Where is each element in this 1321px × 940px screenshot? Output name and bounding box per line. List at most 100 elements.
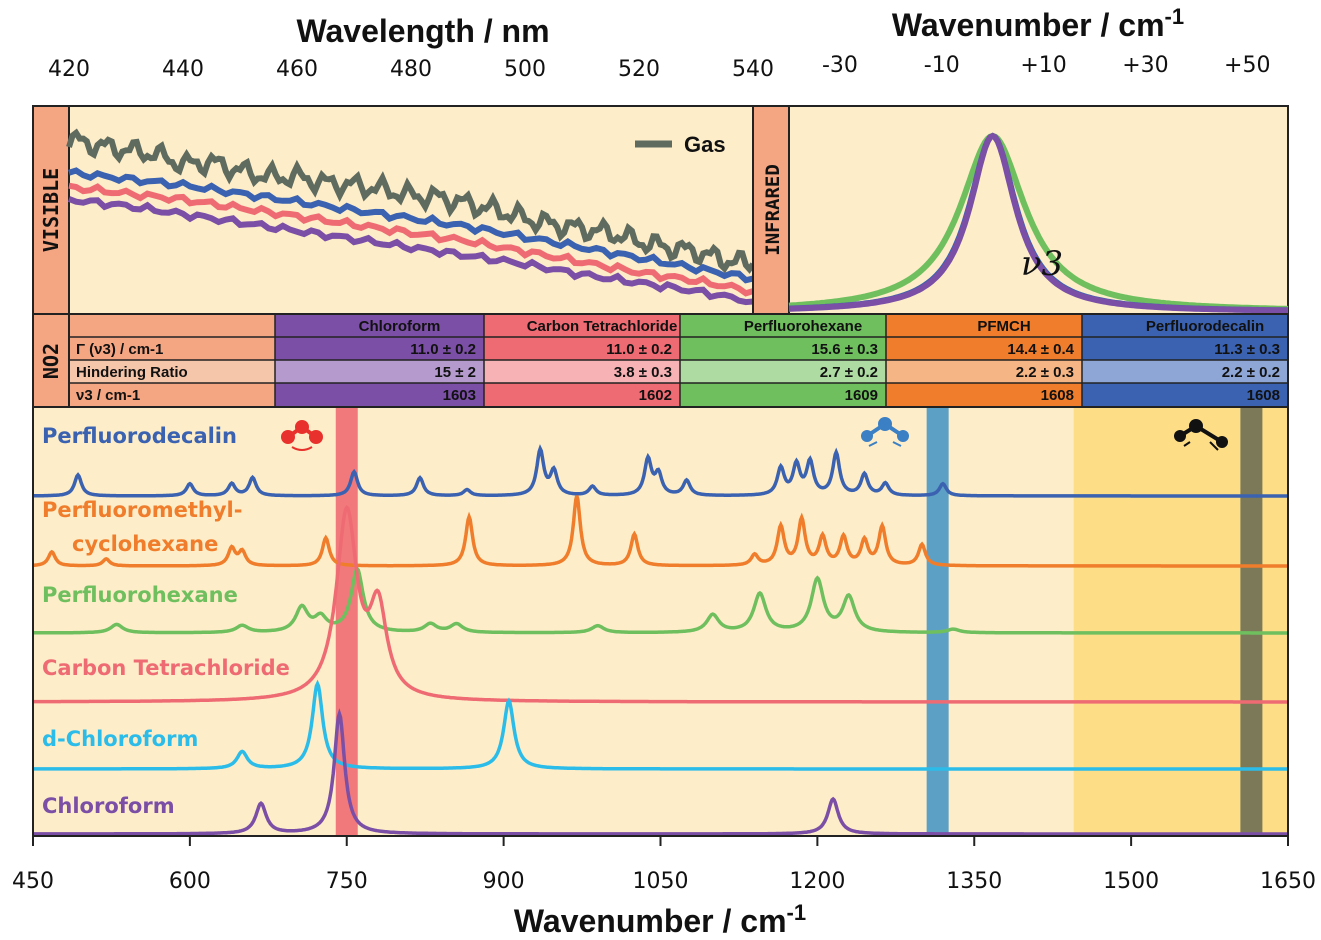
infrared-series-lines [788,132,1289,314]
table-ratio-value-2: 2.7 ± 0.2 [820,364,878,381]
visible-tick-5: 520 [618,57,660,82]
main-series-label-1: Perfluoromethyl- [42,498,242,522]
visible-series-line-2 [68,182,754,297]
main-series-label-3: Carbon Tetrachloride [42,656,290,680]
table-header-cell-2 [680,314,886,337]
table-header-cell-1 [484,314,680,337]
table-ratio-value-1: 3.8 ± 0.3 [614,364,672,381]
infrared-axis-title: Wavenumber / cm-1 [892,4,1184,43]
main-tick-8: 1650 [1260,869,1316,894]
visible-series-line-0 [66,128,756,274]
main-series-line-1 [32,495,1288,568]
table-nu3-cell-1 [484,383,680,407]
table-header-2: Perfluorohexane [744,318,862,335]
main-tick-2: 750 [326,869,368,894]
main-axis-title: Wavenumber / cm-1 [514,900,806,939]
highlight-band-1 [926,408,949,835]
main-series-label-0: Perfluorodecalin [42,424,237,448]
highlight-bands [335,408,1288,835]
bend-mode-icon [281,420,323,451]
infrared-tick-2: +10 [1020,53,1066,78]
highlight-band-3 [1240,408,1263,835]
table-label-ratio-bg [69,360,275,383]
table-gamma-value-4: 11.3 ± 0.3 [1214,341,1280,358]
table-header-cell-0 [275,314,484,337]
table-gamma-cell-1 [484,337,680,360]
main-tick-1: 600 [169,869,211,894]
table-nu3-value-1: 1602 [639,387,672,404]
table-ratio-value-3: 2.2 ± 0.3 [1016,364,1074,381]
table-ratio-value-4: 2.2 ± 0.2 [1222,364,1280,381]
table-ratio-cell-4 [1082,360,1288,383]
table-nu3-value-0: 1603 [443,387,476,404]
main-series-line-4 [33,679,1288,771]
table-gamma-cell-0 [275,337,484,360]
table-header-0: Chloroform [359,318,441,335]
visible-tick-0: 420 [48,57,90,82]
infrared-tick-4: +50 [1224,53,1270,78]
main-series-line-0 [33,444,1288,498]
infrared-tick-labels: -30 -10 +10 +30 +50 [822,53,1271,78]
table-gamma-value-2: 15.6 ± 0.3 [811,341,878,358]
infrared-tick-0: -30 [822,53,858,78]
infrared-band [752,105,790,315]
infrared-series-line-2 [789,132,1288,314]
main-tick-5: 1200 [789,869,845,894]
no2-band-label: NO2 [39,343,63,379]
asymmetric-stretch-icon [1174,419,1228,451]
visible-tick-2: 460 [276,57,318,82]
table-nu3-value-2: 1609 [845,387,878,404]
main-tick-7: 1500 [1103,869,1159,894]
table-gamma-value-1: 11.0 ± 0.2 [606,341,672,358]
main-tick-6: 1350 [946,869,1002,894]
table-header-1: Carbon Tetrachloride [527,318,678,335]
table-ratio-cell-2 [680,360,886,383]
visible-series-lines [66,128,756,306]
table-nu3-cell-2 [680,383,886,407]
visible-tick-3: 480 [390,57,432,82]
legend-gas-label: Gas [684,132,726,157]
nu3-annotation: ν3 [1021,244,1063,284]
table-row-label-0: Γ (ν3) / cm-1 [76,341,163,358]
table-header-cell-4 [1082,314,1288,337]
symmetric-stretch-icon [861,417,909,447]
visible-tick-4: 500 [504,57,546,82]
table-nu3-cell-4 [1082,383,1288,407]
main-tick-labels: 450 600 750 900 1050 1200 1350 1500 1650 [12,836,1316,894]
main-series-labels: Perfluorodecalin Perfluoromethyl-cyclohex… [42,424,290,818]
parameter-table: Chloroform 11.0 ± 0.2 15 ± 2 1603 Carbon Tet… [68,313,1289,408]
main-series-lines [32,444,1288,836]
infrared-plot-area [788,105,1289,315]
table-ratio-value-0: 15 ± 2 [434,364,476,381]
table-nu3-value-3: 1608 [1041,387,1074,404]
visible-series-line-1 [68,167,754,284]
visible-band-label: VISIBLE [39,168,63,252]
table-header-3: PFMCH [977,318,1030,335]
table-nu3-cell-0 [275,383,484,407]
table-gamma-cell-3 [886,337,1082,360]
table-row-label-2: ν3 / cm-1 [76,387,140,404]
main-series-line-3 [33,505,1288,704]
main-series-line-2 [33,566,1288,635]
main-series-label-4: d-Chloroform [42,727,198,751]
table-header-cell-3 [886,314,1082,337]
visible-axis-title: Wavelength / nm [296,13,549,49]
main-series-label-2: Perfluorohexane [42,583,238,607]
main-series-line-5 [33,708,1288,836]
table-gamma-cell-4 [1082,337,1288,360]
table-row-label-1: Hindering Ratio [76,364,188,381]
table-nu3-cell-3 [886,383,1082,407]
visible-band [32,105,70,315]
main-series-label-1-line2: cyclohexane [72,532,218,556]
table-nu3-value-4: 1608 [1247,387,1280,404]
table-ratio-cell-1 [484,360,680,383]
main-tick-3: 900 [483,869,525,894]
main-tick-4: 1050 [633,869,689,894]
infrared-tick-3: +30 [1122,53,1168,78]
table-ratio-cell-0 [275,360,484,383]
table-gamma-value-0: 11.0 ± 0.2 [410,341,476,358]
visible-tick-1: 440 [162,57,204,82]
visible-tick-6: 540 [732,57,774,82]
table-ratio-cell-3 [886,360,1082,383]
